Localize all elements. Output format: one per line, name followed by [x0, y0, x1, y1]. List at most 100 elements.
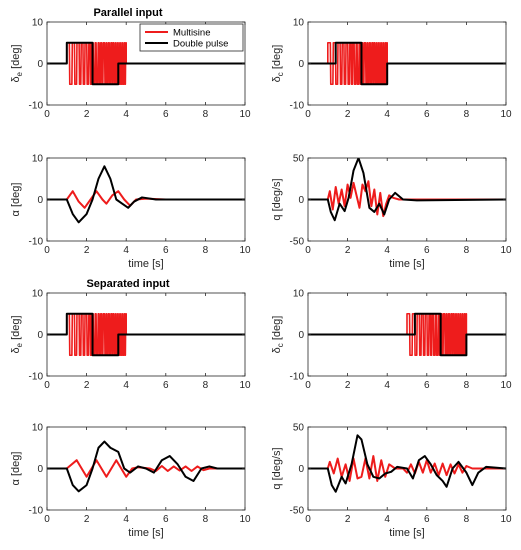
y-axis-label: q [deg/s] — [271, 178, 283, 220]
x-tick-label: 10 — [500, 514, 512, 525]
y-tick-label: 10 — [32, 423, 44, 434]
y-axis-label: δe [deg] — [10, 44, 24, 82]
x-tick-label: 8 — [464, 380, 470, 391]
y-tick-label: -10 — [290, 372, 305, 383]
x-tick-label: 6 — [424, 109, 430, 120]
series-line-multisine — [308, 180, 506, 218]
section-title-parallel: Parallel input — [93, 7, 162, 19]
y-tick-label: 50 — [293, 423, 305, 434]
x-tick-label: 4 — [384, 245, 390, 256]
x-tick-label: 8 — [464, 245, 470, 256]
x-tick-label: 4 — [123, 109, 129, 120]
x-axis-label: time [s] — [389, 527, 424, 539]
x-tick-label: 10 — [239, 245, 251, 256]
x-tick-label: 6 — [163, 109, 169, 120]
x-tick-label: 6 — [424, 245, 430, 256]
y-axis-label: δc [deg] — [271, 45, 285, 83]
x-tick-label: 0 — [305, 245, 311, 256]
x-tick-label: 10 — [239, 514, 251, 525]
y-tick-label: 10 — [32, 289, 44, 300]
x-tick-label: 10 — [500, 245, 512, 256]
y-tick-label: 10 — [32, 18, 44, 29]
series-line-multisine — [308, 455, 506, 482]
x-tick-label: 0 — [305, 380, 311, 391]
x-tick-label: 2 — [84, 380, 90, 391]
y-tick-label: -10 — [29, 101, 44, 112]
series-line-double-pulse — [47, 165, 245, 224]
y-tick-label: 0 — [37, 330, 43, 341]
x-tick-label: 2 — [84, 245, 90, 256]
y-tick-label: 0 — [298, 464, 304, 475]
y-axis-label: α [deg] — [10, 452, 22, 486]
series-line-double-pulse — [308, 312, 506, 357]
y-tick-label: -10 — [290, 101, 305, 112]
x-tick-label: 8 — [203, 245, 209, 256]
series-line-double-pulse — [47, 41, 245, 86]
x-tick-label: 4 — [123, 514, 129, 525]
x-tick-label: 2 — [84, 109, 90, 120]
y-tick-label: 10 — [293, 18, 305, 29]
y-tick-label: 0 — [37, 59, 43, 70]
series-line-double-pulse — [308, 41, 506, 86]
y-tick-label: 10 — [293, 289, 305, 300]
y-tick-label: 10 — [32, 154, 44, 165]
y-tick-label: 0 — [37, 195, 43, 206]
x-tick-label: 2 — [345, 109, 351, 120]
x-tick-label: 8 — [203, 380, 209, 391]
legend-entry: Double pulse — [173, 39, 228, 50]
legend-entry: Multisine — [173, 28, 211, 39]
x-tick-label: 10 — [500, 109, 512, 120]
x-tick-label: 10 — [500, 380, 512, 391]
x-tick-label: 6 — [163, 245, 169, 256]
x-tick-label: 0 — [44, 245, 50, 256]
x-tick-label: 8 — [203, 514, 209, 525]
x-axis-label: time [s] — [389, 258, 424, 270]
y-tick-label: -50 — [290, 237, 305, 248]
x-tick-label: 4 — [123, 245, 129, 256]
x-tick-label: 6 — [424, 380, 430, 391]
x-tick-label: 6 — [424, 514, 430, 525]
y-tick-label: 0 — [298, 330, 304, 341]
x-tick-label: 4 — [384, 380, 390, 391]
y-axis-label: α [deg] — [10, 183, 22, 217]
x-tick-label: 0 — [305, 109, 311, 120]
x-axis-label: time [s] — [128, 527, 163, 539]
x-tick-label: 8 — [464, 514, 470, 525]
x-tick-label: 2 — [345, 514, 351, 525]
y-tick-label: -10 — [29, 237, 44, 248]
y-tick-label: 0 — [37, 464, 43, 475]
y-axis-label: δe [deg] — [10, 315, 24, 353]
x-tick-label: 10 — [239, 109, 251, 120]
y-axis-label: q [deg/s] — [271, 447, 283, 489]
x-tick-label: 0 — [44, 514, 50, 525]
x-tick-label: 4 — [123, 380, 129, 391]
series-line-double-pulse — [308, 158, 506, 222]
x-tick-label: 8 — [464, 109, 470, 120]
x-tick-label: 6 — [163, 380, 169, 391]
x-tick-label: 10 — [239, 380, 251, 391]
y-tick-label: -10 — [29, 372, 44, 383]
x-tick-label: 4 — [384, 514, 390, 525]
y-tick-label: 0 — [298, 59, 304, 70]
x-tick-label: 6 — [163, 514, 169, 525]
x-axis-label: time [s] — [128, 258, 163, 270]
x-tick-label: 2 — [84, 514, 90, 525]
x-tick-label: 0 — [44, 109, 50, 120]
x-tick-label: 2 — [345, 380, 351, 391]
x-tick-label: 2 — [345, 245, 351, 256]
series-line-double-pulse — [308, 434, 506, 493]
x-tick-label: 8 — [203, 109, 209, 120]
y-axis-label: δc [deg] — [271, 316, 285, 354]
x-tick-label: 0 — [305, 514, 311, 525]
series-line-double-pulse — [47, 312, 245, 357]
